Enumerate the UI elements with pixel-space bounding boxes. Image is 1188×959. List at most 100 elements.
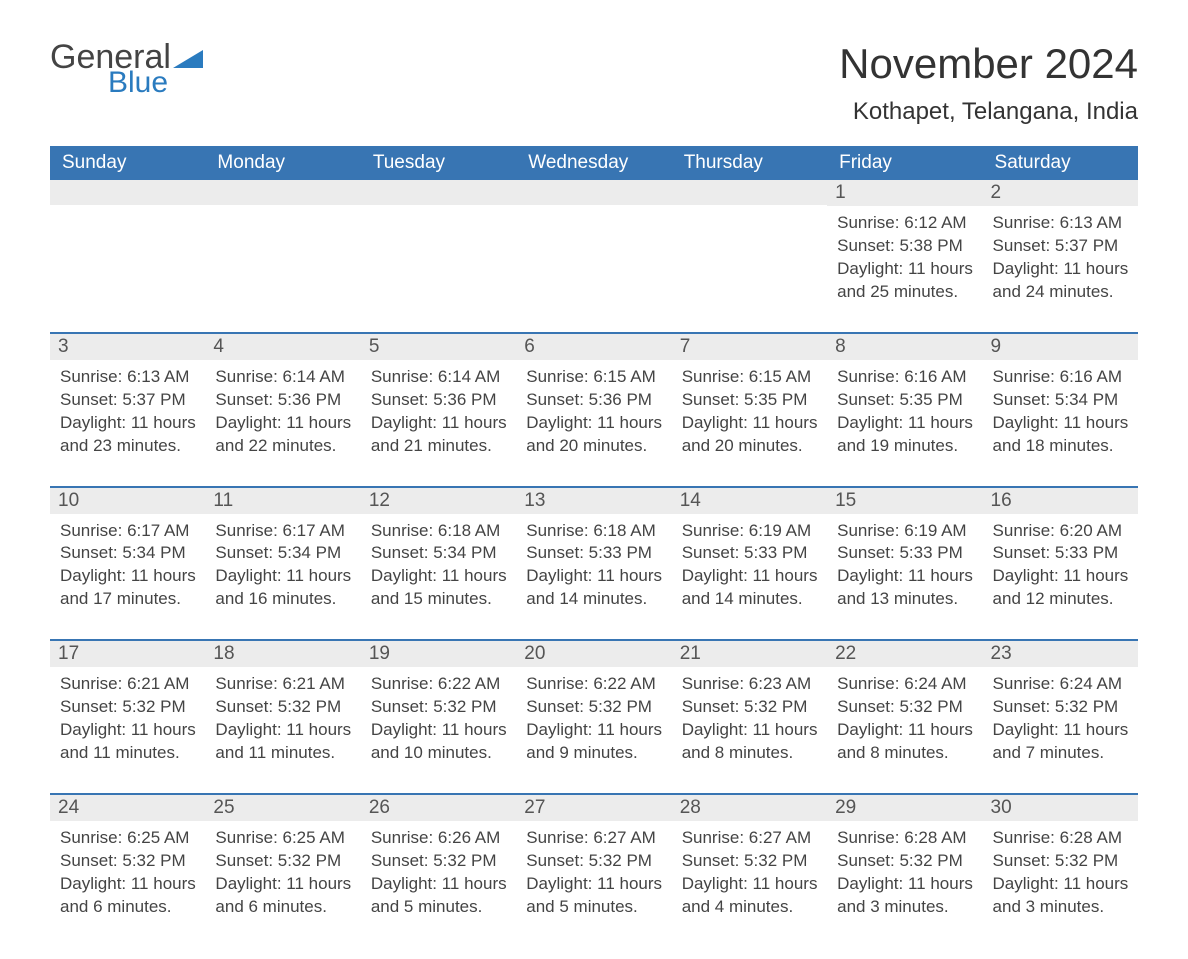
sunset-text: Sunset: 5:32 PM (215, 696, 354, 719)
day-details: Sunrise: 6:24 AMSunset: 5:32 PMDaylight:… (833, 673, 976, 765)
daylight-text: Daylight: 11 hours and 17 minutes. (60, 565, 199, 611)
day-details: Sunrise: 6:28 AMSunset: 5:32 PMDaylight:… (989, 827, 1132, 919)
day-details: Sunrise: 6:17 AMSunset: 5:34 PMDaylight:… (211, 520, 354, 612)
day-cell: 22 Sunrise: 6:24 AMSunset: 5:32 PMDayligh… (827, 641, 982, 765)
date-number: 26 (361, 795, 516, 821)
day-name: Saturday (983, 146, 1138, 180)
date-number: 13 (516, 488, 671, 514)
day-details: Sunrise: 6:14 AMSunset: 5:36 PMDaylight:… (367, 366, 510, 458)
logo: General Blue (50, 40, 203, 98)
daylight-text: Daylight: 11 hours and 9 minutes. (526, 719, 665, 765)
sunrise-text: Sunrise: 6:19 AM (682, 520, 821, 543)
date-number: 24 (50, 795, 205, 821)
sunset-text: Sunset: 5:38 PM (837, 235, 976, 258)
date-number: 6 (516, 334, 671, 360)
sunset-text: Sunset: 5:33 PM (682, 542, 821, 565)
day-details: Sunrise: 6:22 AMSunset: 5:32 PMDaylight:… (522, 673, 665, 765)
day-cell: 28 Sunrise: 6:27 AMSunset: 5:32 PMDayligh… (672, 795, 827, 919)
day-cell: 14Sunrise: 6:19 AMSunset: 5:33 PMDayligh… (672, 488, 827, 612)
sunset-text: Sunset: 5:35 PM (837, 389, 976, 412)
daylight-text: Daylight: 11 hours and 24 minutes. (993, 258, 1132, 304)
day-cell: 8 Sunrise: 6:16 AMSunset: 5:35 PMDaylight… (827, 334, 982, 458)
day-cell: 18Sunrise: 6:21 AMSunset: 5:32 PMDayligh… (205, 641, 360, 765)
date-number: 2 (983, 180, 1138, 206)
date-number: 3 (50, 334, 205, 360)
sunset-text: Sunset: 5:32 PM (60, 850, 199, 873)
day-cell: 21Sunrise: 6:23 AMSunset: 5:32 PMDayligh… (672, 641, 827, 765)
sunrise-text: Sunrise: 6:24 AM (837, 673, 976, 696)
sunset-text: Sunset: 5:32 PM (682, 850, 821, 873)
sunset-text: Sunset: 5:34 PM (371, 542, 510, 565)
sunset-text: Sunset: 5:37 PM (60, 389, 199, 412)
location: Kothapet, Telangana, India (839, 98, 1138, 126)
daylight-text: Daylight: 11 hours and 10 minutes. (371, 719, 510, 765)
week-row: 24Sunrise: 6:25 AMSunset: 5:32 PMDayligh… (50, 795, 1138, 919)
daylight-text: Daylight: 11 hours and 3 minutes. (837, 873, 976, 919)
day-details: Sunrise: 6:27 AMSunset: 5:32 PMDaylight:… (678, 827, 821, 919)
daylight-text: Daylight: 11 hours and 13 minutes. (837, 565, 976, 611)
week-row: 10Sunrise: 6:17 AMSunset: 5:34 PMDayligh… (50, 488, 1138, 612)
sunset-text: Sunset: 5:34 PM (215, 542, 354, 565)
day-cell: 6Sunrise: 6:15 AMSunset: 5:36 PMDaylight… (516, 334, 671, 458)
date-number: 11 (205, 488, 360, 514)
sunrise-text: Sunrise: 6:16 AM (837, 366, 976, 389)
day-details: Sunrise: 6:25 AMSunset: 5:32 PMDaylight:… (56, 827, 199, 919)
sunrise-text: Sunrise: 6:18 AM (526, 520, 665, 543)
date-number: 23 (983, 641, 1138, 667)
day-details: Sunrise: 6:18 AMSunset: 5:34 PMDaylight:… (367, 520, 510, 612)
sunrise-text: Sunrise: 6:18 AM (371, 520, 510, 543)
day-cell: 2Sunrise: 6:13 AMSunset: 5:37 PMDaylight… (983, 180, 1138, 304)
day-cell: 10Sunrise: 6:17 AMSunset: 5:34 PMDayligh… (50, 488, 205, 612)
week-row: 17Sunrise: 6:21 AMSunset: 5:32 PMDayligh… (50, 641, 1138, 765)
date-number: 27 (516, 795, 671, 821)
sunrise-text: Sunrise: 6:17 AM (215, 520, 354, 543)
sunset-text: Sunset: 5:36 PM (215, 389, 354, 412)
day-cell: 30Sunrise: 6:28 AMSunset: 5:32 PMDayligh… (983, 795, 1138, 919)
day-cell: 5 Sunrise: 6:14 AMSunset: 5:36 PMDaylight… (361, 334, 516, 458)
day-cell: 12 Sunrise: 6:18 AMSunset: 5:34 PMDayligh… (361, 488, 516, 612)
day-name: Tuesday (361, 146, 516, 180)
sunrise-text: Sunrise: 6:21 AM (215, 673, 354, 696)
day-cell: 26 Sunrise: 6:26 AMSunset: 5:32 PMDayligh… (361, 795, 516, 919)
date-number: 22 (827, 641, 982, 667)
day-details: Sunrise: 6:16 AMSunset: 5:35 PMDaylight:… (833, 366, 976, 458)
date-number: 5 (361, 334, 516, 360)
calendar: SundayMondayTuesdayWednesdayThursdayFrid… (50, 146, 1138, 919)
week-row: 3 Sunrise: 6:13 AMSunset: 5:37 PMDaylight… (50, 334, 1138, 458)
daylight-text: Daylight: 11 hours and 14 minutes. (526, 565, 665, 611)
day-name: Monday (205, 146, 360, 180)
date-number (361, 180, 516, 205)
sunset-text: Sunset: 5:32 PM (837, 696, 976, 719)
sunrise-text: Sunrise: 6:25 AM (215, 827, 354, 850)
sunrise-text: Sunrise: 6:23 AM (682, 673, 821, 696)
sunset-text: Sunset: 5:37 PM (993, 235, 1132, 258)
daylight-text: Daylight: 11 hours and 15 minutes. (371, 565, 510, 611)
sunrise-text: Sunrise: 6:22 AM (371, 673, 510, 696)
sunrise-text: Sunrise: 6:17 AM (60, 520, 199, 543)
date-number (672, 180, 827, 205)
daylight-text: Daylight: 11 hours and 19 minutes. (837, 412, 976, 458)
sunset-text: Sunset: 5:32 PM (526, 696, 665, 719)
sunrise-text: Sunrise: 6:19 AM (837, 520, 976, 543)
day-cell: 15Sunrise: 6:19 AMSunset: 5:33 PMDayligh… (827, 488, 982, 612)
date-number: 16 (983, 488, 1138, 514)
day-details: Sunrise: 6:25 AMSunset: 5:32 PMDaylight:… (211, 827, 354, 919)
day-details: Sunrise: 6:21 AMSunset: 5:32 PMDaylight:… (211, 673, 354, 765)
date-number: 19 (361, 641, 516, 667)
daylight-text: Daylight: 11 hours and 5 minutes. (526, 873, 665, 919)
day-name: Friday (827, 146, 982, 180)
date-number: 8 (827, 334, 982, 360)
date-number: 12 (361, 488, 516, 514)
day-details: Sunrise: 6:19 AMSunset: 5:33 PMDaylight:… (833, 520, 976, 612)
date-number (205, 180, 360, 205)
day-cell (361, 180, 516, 304)
date-number: 28 (672, 795, 827, 821)
day-details: Sunrise: 6:13 AMSunset: 5:37 PMDaylight:… (56, 366, 199, 458)
sunset-text: Sunset: 5:33 PM (993, 542, 1132, 565)
sunset-text: Sunset: 5:32 PM (60, 696, 199, 719)
daylight-text: Daylight: 11 hours and 7 minutes. (993, 719, 1132, 765)
date-number: 21 (672, 641, 827, 667)
day-name: Wednesday (516, 146, 671, 180)
day-details: Sunrise: 6:26 AMSunset: 5:32 PMDaylight:… (367, 827, 510, 919)
sunset-text: Sunset: 5:32 PM (682, 696, 821, 719)
